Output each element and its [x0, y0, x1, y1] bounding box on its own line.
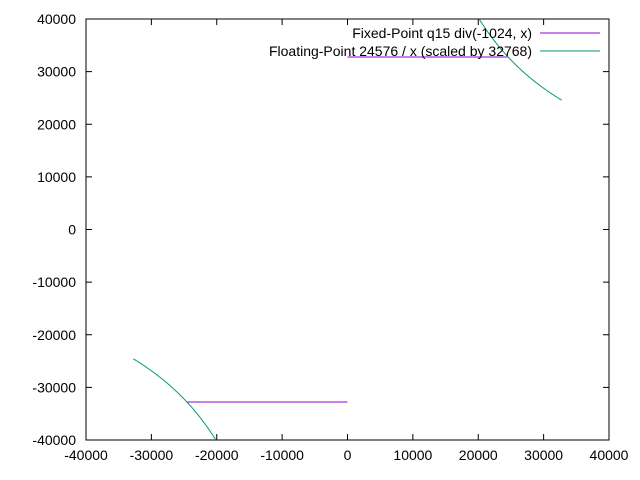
x-tick-label: 10000 — [393, 447, 432, 463]
plot-border — [85, 18, 610, 441]
y-tick-label: 20000 — [37, 116, 76, 132]
series-floating-point-curve — [133, 358, 217, 440]
x-tick-label: -30000 — [130, 447, 174, 463]
x-tick-label: 20000 — [459, 447, 498, 463]
series-floating-point-curve — [478, 19, 562, 101]
x-tick-label: -20000 — [195, 447, 239, 463]
x-tick-label: -40000 — [64, 447, 108, 463]
y-tick-label: -40000 — [32, 432, 76, 448]
tick-labels: -40000 -30000 -20000 -10000 0 10000 20000 30000… — [32, 11, 628, 463]
y-tick-label: 10000 — [37, 169, 76, 185]
y-tick-label: -30000 — [32, 379, 76, 395]
x-tick-label: 0 — [344, 447, 352, 463]
x-tick-label: 40000 — [590, 447, 629, 463]
x-tick-label: 30000 — [524, 447, 563, 463]
axes — [85, 18, 610, 441]
y-tick-label: 40000 — [37, 11, 76, 27]
y-tick-label: 0 — [68, 222, 76, 238]
x-tick-label: -10000 — [260, 447, 304, 463]
plot-area — [133, 19, 562, 440]
y-tick-label: -20000 — [32, 327, 76, 343]
legend: Fixed-Point q15 div(-1024, x) Floating-Po… — [269, 25, 600, 59]
legend-label: Floating-Point 24576 / x (scaled by 3276… — [269, 43, 532, 59]
ticks — [85, 18, 610, 441]
y-tick-label: -10000 — [32, 274, 76, 290]
y-tick-label: 30000 — [37, 64, 76, 80]
legend-label: Fixed-Point q15 div(-1024, x) — [352, 25, 532, 41]
